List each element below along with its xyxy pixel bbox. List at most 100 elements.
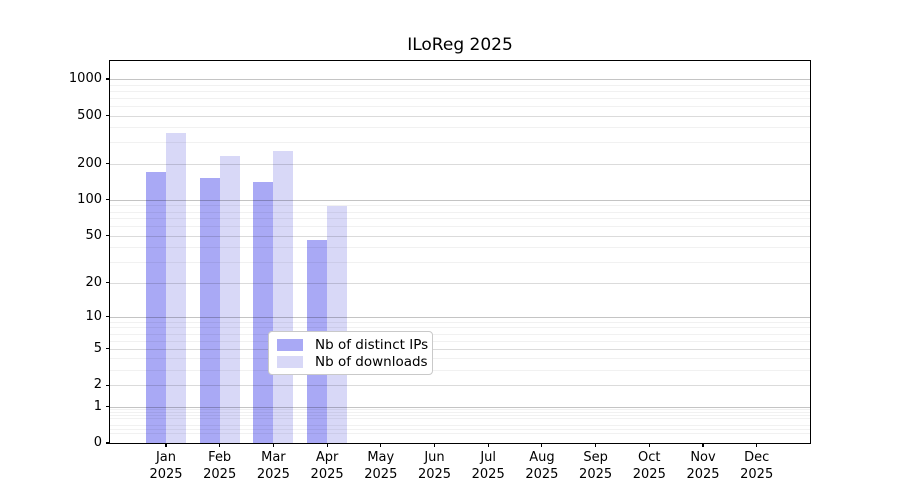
y-tick-mark bbox=[106, 78, 110, 80]
legend-item-distinct-ips: Nb of distinct IPs bbox=[277, 336, 428, 353]
minor-gridline bbox=[110, 142, 810, 144]
minor-gridline bbox=[110, 247, 810, 249]
minor-gridline bbox=[110, 409, 810, 411]
minor-gridline bbox=[110, 358, 810, 360]
minor-gridline bbox=[110, 327, 810, 329]
y-tick-label: 1 bbox=[93, 398, 102, 414]
minor-gridline bbox=[110, 418, 810, 420]
minor-gridline bbox=[110, 370, 810, 371]
y-tick-label: 50 bbox=[85, 227, 102, 243]
x-tick-month: Apr bbox=[315, 450, 339, 465]
gridline-10 bbox=[110, 316, 810, 318]
x-tick-month: Dec bbox=[744, 450, 770, 465]
bar-downloads-mar bbox=[273, 150, 294, 443]
x-tick-mark bbox=[165, 443, 167, 447]
y-tick-label: 0 bbox=[93, 435, 102, 450]
bar-distinct-ips-mar bbox=[253, 182, 274, 443]
x-tick-label-sep: Sep 2025 bbox=[564, 449, 628, 483]
minor-gridline bbox=[110, 226, 810, 228]
x-tick-label-jun: Jun 2025 bbox=[403, 449, 467, 483]
minor-gridline bbox=[110, 205, 810, 207]
legend-swatch-distinct-ips bbox=[277, 338, 303, 351]
x-tick-mark bbox=[219, 443, 221, 447]
y-tick-label: 100 bbox=[77, 191, 102, 207]
plot-area bbox=[110, 61, 810, 443]
minor-gridline bbox=[110, 333, 810, 335]
y-tick-label: 200 bbox=[77, 155, 102, 171]
y-tick-mark bbox=[106, 316, 110, 318]
x-tick-mark bbox=[648, 443, 650, 447]
gridline-5 bbox=[110, 348, 810, 350]
legend-swatch-downloads bbox=[277, 355, 303, 368]
x-tick-month: Aug bbox=[529, 450, 555, 465]
y-tick-label: 500 bbox=[77, 107, 102, 123]
minor-gridline bbox=[110, 340, 810, 342]
gridline-1 bbox=[110, 406, 810, 408]
minor-gridline bbox=[110, 211, 810, 213]
minor-gridline bbox=[110, 433, 810, 435]
x-tick-month: Jan bbox=[155, 450, 177, 465]
x-tick-year: 2025 bbox=[310, 467, 344, 482]
x-tick-label-aug: Aug 2025 bbox=[510, 449, 574, 483]
y-tick-mark bbox=[106, 384, 110, 386]
bar-downloads-apr bbox=[327, 206, 348, 443]
x-tick-label-may: May 2025 bbox=[349, 449, 413, 483]
y-tick-mark bbox=[106, 405, 110, 408]
y-tick-mark bbox=[106, 235, 110, 237]
x-tick-year: 2025 bbox=[149, 467, 183, 482]
x-tick-mark bbox=[595, 443, 597, 447]
x-tick-month: Nov bbox=[690, 450, 716, 465]
chart-title: ILoReg 2025 bbox=[407, 35, 513, 55]
x-tick-year: 2025 bbox=[740, 467, 774, 482]
gridline-2 bbox=[110, 385, 810, 387]
gridline-50 bbox=[110, 235, 810, 237]
gridline-1000 bbox=[110, 79, 810, 80]
minor-gridline bbox=[110, 262, 810, 264]
y-tick-label: 5 bbox=[93, 340, 102, 356]
legend-item-downloads: Nb of downloads bbox=[277, 353, 428, 370]
y-tick-mark bbox=[106, 348, 110, 350]
x-tick-mark bbox=[272, 443, 274, 447]
bar-downloads-jan bbox=[166, 132, 186, 443]
legend-label-distinct-ips: Nb of distinct IPs bbox=[315, 336, 429, 353]
x-tick-year: 2025 bbox=[256, 467, 290, 482]
x-tick-mark bbox=[541, 443, 543, 447]
x-tick-month: Oct bbox=[638, 450, 661, 465]
minor-gridline bbox=[110, 97, 810, 99]
x-tick-label-nov: Nov 2025 bbox=[671, 449, 735, 483]
x-tick-year: 2025 bbox=[579, 467, 613, 482]
x-tick-mark bbox=[702, 443, 704, 447]
y-tick-label: 20 bbox=[85, 274, 102, 290]
legend: Nb of distinct IPs Nb of downloads bbox=[268, 331, 433, 375]
x-tick-label-oct: Oct 2025 bbox=[617, 449, 681, 483]
x-tick-label-apr: Apr 2025 bbox=[295, 449, 359, 483]
gridline-20 bbox=[110, 282, 810, 284]
y-tick-label: 10 bbox=[85, 308, 102, 324]
y-tick-mark bbox=[106, 442, 110, 444]
x-tick-label-dec: Dec 2025 bbox=[725, 449, 789, 483]
gridline-500 bbox=[110, 115, 810, 117]
y-tick-mark bbox=[106, 199, 110, 201]
x-tick-year: 2025 bbox=[364, 467, 398, 482]
x-tick-mark bbox=[756, 443, 758, 447]
minor-gridline bbox=[110, 90, 810, 92]
bar-distinct-ips-feb bbox=[199, 178, 220, 443]
minor-gridline bbox=[110, 105, 810, 107]
x-tick-mark bbox=[326, 443, 328, 447]
x-tick-month: Mar bbox=[261, 450, 286, 465]
x-tick-month: May bbox=[367, 450, 395, 465]
x-tick-month: Jul bbox=[480, 450, 497, 465]
bar-downloads-feb bbox=[219, 156, 240, 443]
x-tick-year: 2025 bbox=[632, 467, 666, 482]
x-tick-year: 2025 bbox=[203, 467, 237, 482]
y-tick-label: 2 bbox=[93, 377, 102, 393]
minor-gridline bbox=[110, 412, 810, 413]
minor-gridline bbox=[110, 218, 810, 220]
x-tick-label-jul: Jul 2025 bbox=[456, 449, 520, 483]
minor-gridline bbox=[110, 321, 810, 323]
x-tick-year: 2025 bbox=[525, 467, 559, 482]
y-tick-mark bbox=[106, 282, 110, 284]
x-tick-month: Feb bbox=[208, 450, 232, 465]
y-tick-label: 1000 bbox=[68, 71, 102, 86]
x-tick-year: 2025 bbox=[417, 467, 452, 482]
